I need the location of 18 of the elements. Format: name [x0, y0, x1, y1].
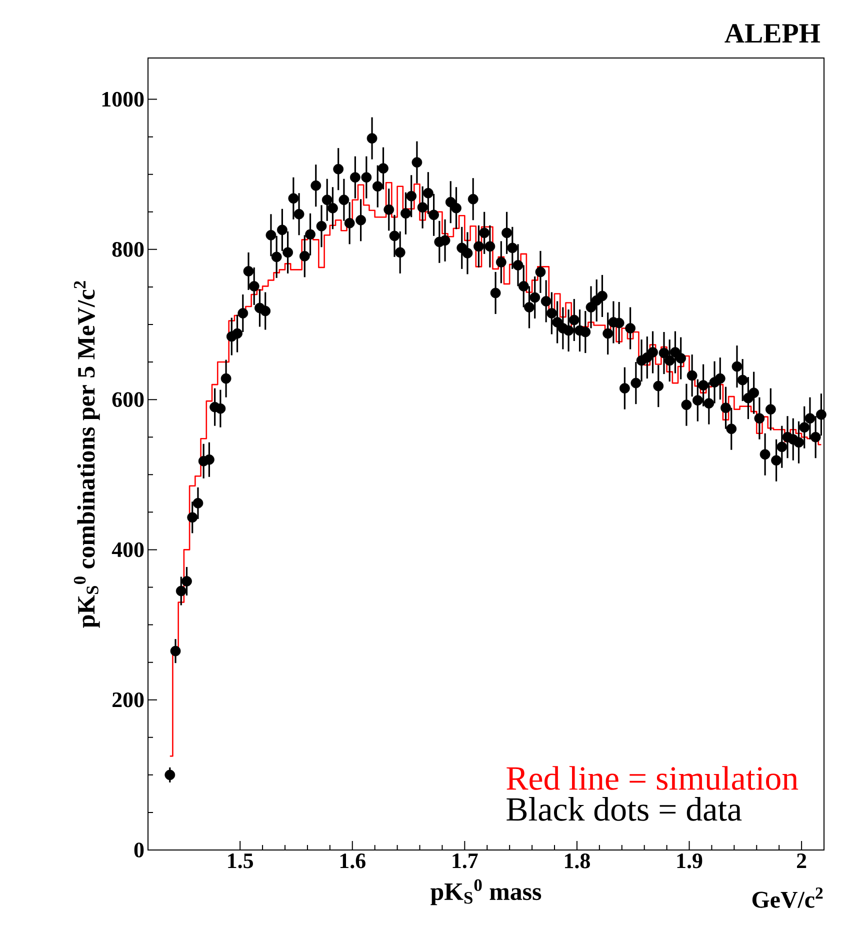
- y-axis-title: pK$_{S}$$^{0}$ combinations per 5 MeV/c$^{2}$: [74, 281, 100, 628]
- y-tick-label: 800: [112, 242, 144, 257]
- y-tick-label: 400: [112, 542, 144, 558]
- text: Black dots = data: [506, 797, 742, 821]
- y-tick-label: 200: [112, 692, 144, 708]
- text: GeV/c$^{2}$: [752, 888, 823, 908]
- y-tick-label: 1000: [102, 92, 144, 107]
- x-tick-label: 1.8: [565, 854, 590, 868]
- x-tick-label: 1.9: [677, 854, 702, 868]
- y-tick-label: 600: [112, 392, 144, 407]
- x-axis-title: pK$_{S}$$^{0}$ mass: [430, 879, 542, 906]
- x-tick-label: 1.6: [340, 854, 366, 868]
- chart-title: ALEPH: [724, 24, 820, 42]
- x-tick-label: 2: [796, 854, 806, 868]
- x-tick-label: 1.7: [452, 854, 478, 868]
- y-tick-label: 0: [134, 842, 144, 858]
- text: Red line = simulation: [506, 766, 798, 790]
- x-tick-label: 1.5: [228, 854, 253, 868]
